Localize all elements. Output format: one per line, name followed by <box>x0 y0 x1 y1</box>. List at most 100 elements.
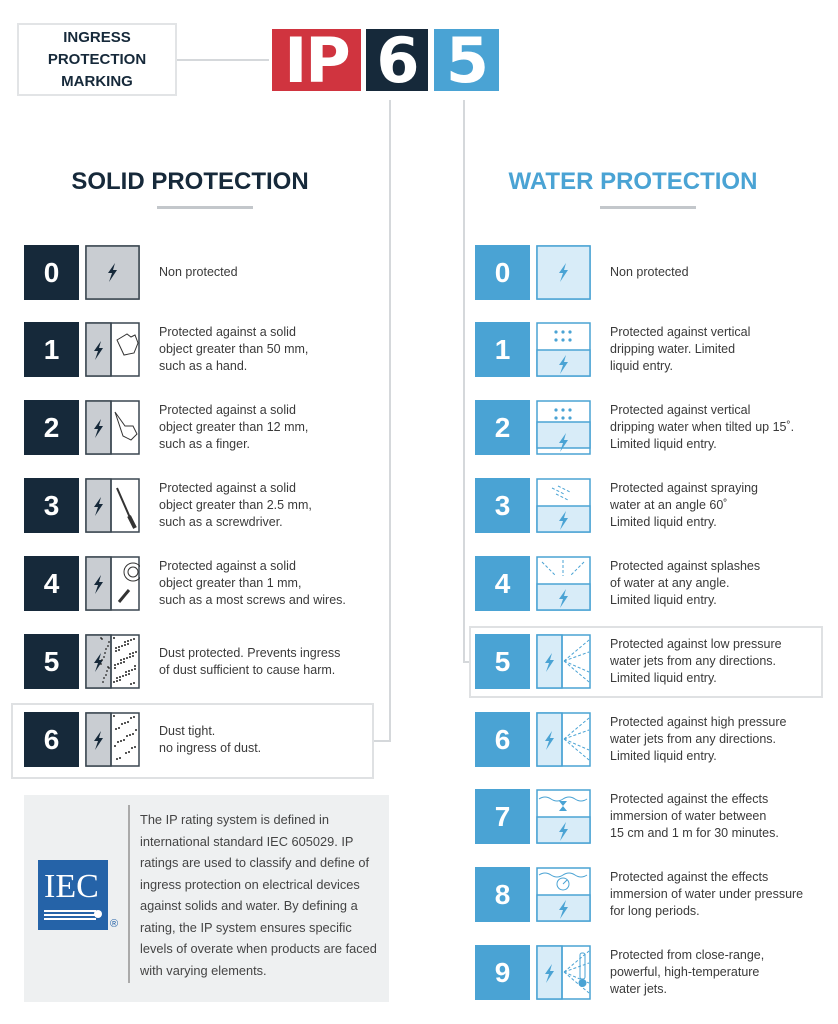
water-protection-row-2: 2 Protected against vertical dripping wa… <box>475 400 805 456</box>
level-description: Protected against vertical dripping wate… <box>610 403 795 451</box>
level-description: Protected against low pressure water jet… <box>610 637 782 685</box>
iec-logo-text: IEC <box>44 868 99 905</box>
level-description: Protected against the effects immersion … <box>610 792 779 840</box>
spray-icon <box>536 478 591 533</box>
level-description: Protected against the effects immersion … <box>610 870 804 918</box>
level-icon <box>85 634 140 689</box>
solid-highlight-box <box>11 703 374 779</box>
level-icon <box>536 478 591 533</box>
level-number: 1 <box>475 322 530 377</box>
pressure-immersion-icon <box>536 867 591 922</box>
level-icon <box>85 245 140 300</box>
level-number: 4 <box>475 556 530 611</box>
dust-tight-icon <box>85 712 140 767</box>
level-description: Protected against spraying water at an a… <box>610 481 759 529</box>
level-icon <box>536 712 591 767</box>
splash-icon <box>536 556 591 611</box>
solid-protection-row-4: 4 Protected against a solid object great… <box>24 556 354 612</box>
water-protection-row-6: 6 Protected against high pressure water … <box>475 712 805 768</box>
water-protection-row-5: 5 Protected against low pressure water j… <box>475 634 805 690</box>
level-icon <box>536 245 591 300</box>
solid-protection-row-6: 6 Dust tight. no ingress of dust. <box>24 712 354 768</box>
solid-protection-row-5: 5 Dust protected. Prevents ingress of du… <box>24 634 354 690</box>
level-icon <box>536 945 591 1000</box>
solid-protection-row-3: 3 Protected against a solid object great… <box>24 478 354 534</box>
level-number: 4 <box>24 556 79 611</box>
title-underline <box>157 206 253 209</box>
level-icon <box>536 400 591 455</box>
solid-protection-row-2: 2 Protected against a solid object great… <box>24 400 354 456</box>
low-pressure-jet-icon <box>536 634 591 689</box>
level-icon <box>536 556 591 611</box>
water-highlight-box <box>469 626 823 698</box>
ingress-protection-marking-label: INGRESS PROTECTION MARKING <box>17 23 177 96</box>
level-number: 1 <box>24 322 79 377</box>
level-description: Protected against a solid object greater… <box>159 559 346 607</box>
dust-icon <box>85 634 140 689</box>
vertical-drip-icon <box>536 322 591 377</box>
hand-icon <box>85 322 140 377</box>
logo-ip: IP <box>272 24 361 97</box>
level-number: 5 <box>24 634 79 689</box>
level-description: Protected against high pressure water je… <box>610 715 787 763</box>
hot-jet-icon <box>536 945 591 1000</box>
level-description: Protected against a solid object greater… <box>159 403 309 451</box>
level-icon <box>85 556 143 611</box>
level-icon <box>85 712 140 767</box>
water-protection-row-1: 1 Protected against vertical dripping wa… <box>475 322 805 378</box>
marking-label-text: INGRESS PROTECTION MARKING <box>47 28 147 90</box>
solid-protection-row-1: 1 Protected against a solid object great… <box>24 322 354 378</box>
water-protection-row-9: 9 Protected from close-range, powerful, … <box>475 945 805 1001</box>
finger-icon <box>85 400 140 455</box>
level-icon <box>536 634 591 689</box>
level-description: Dust tight. no ingress of dust. <box>159 723 262 755</box>
water-protection-row-8: 8 Protected against the effects immersio… <box>475 867 805 923</box>
logo-solid-digit: 6 <box>366 24 428 97</box>
immersion-icon <box>536 789 591 844</box>
registered-mark: ® <box>110 918 119 930</box>
level-description: Protected from close-range, powerful, hi… <box>610 948 765 996</box>
level-description: Non protected <box>159 265 238 279</box>
level-number: 9 <box>475 945 530 1000</box>
tilted-drip-icon <box>536 400 591 455</box>
water-protection-title: WATER PROTECTION <box>508 168 758 195</box>
bolt-icon <box>536 245 591 300</box>
level-number: 7 <box>475 789 530 844</box>
level-number: 2 <box>475 400 530 455</box>
level-number: 6 <box>24 712 79 767</box>
level-icon <box>85 322 140 377</box>
level-number: 3 <box>24 478 79 533</box>
bolt-icon <box>85 245 140 300</box>
wire-screw-icon <box>85 556 143 611</box>
water-connector-line <box>463 661 470 663</box>
solid-protection-title: SOLID PROTECTION <box>71 168 309 195</box>
water-protection-row-0: 0 Non protected <box>475 245 805 301</box>
level-number: 0 <box>24 245 79 300</box>
level-icon <box>536 789 591 844</box>
level-icon <box>85 400 140 455</box>
connector-line <box>177 59 269 61</box>
level-icon <box>536 322 591 377</box>
level-number: 0 <box>475 245 530 300</box>
high-pressure-jet-icon <box>536 712 591 767</box>
water-connector-line <box>463 100 465 662</box>
title-underline <box>600 206 696 209</box>
logo-water-digit: 5 <box>434 24 499 97</box>
level-number: 8 <box>475 867 530 922</box>
level-description: Protected against a solid object greater… <box>159 325 309 373</box>
screwdriver-icon <box>85 478 140 533</box>
level-description: Protected against splashes of water at a… <box>610 559 761 607</box>
solid-connector-line <box>373 740 391 742</box>
water-protection-row-7: 7 Protected against the effects immersio… <box>475 789 805 845</box>
level-description: Protected against vertical dripping wate… <box>610 325 751 373</box>
level-number: 2 <box>24 400 79 455</box>
water-protection-row-3: 3 Protected against spraying water at an… <box>475 478 805 534</box>
iec-logo: IEC <box>38 860 108 930</box>
level-number: 5 <box>475 634 530 689</box>
level-number: 6 <box>475 712 530 767</box>
water-protection-row-4: 4 Protected against splashes of water at… <box>475 556 805 612</box>
level-description: Protected against a solid object greater… <box>159 481 312 529</box>
iec-description: The IP rating system is defined in inter… <box>140 812 377 978</box>
level-description: Non protected <box>610 265 689 279</box>
solid-connector-line <box>389 100 391 742</box>
